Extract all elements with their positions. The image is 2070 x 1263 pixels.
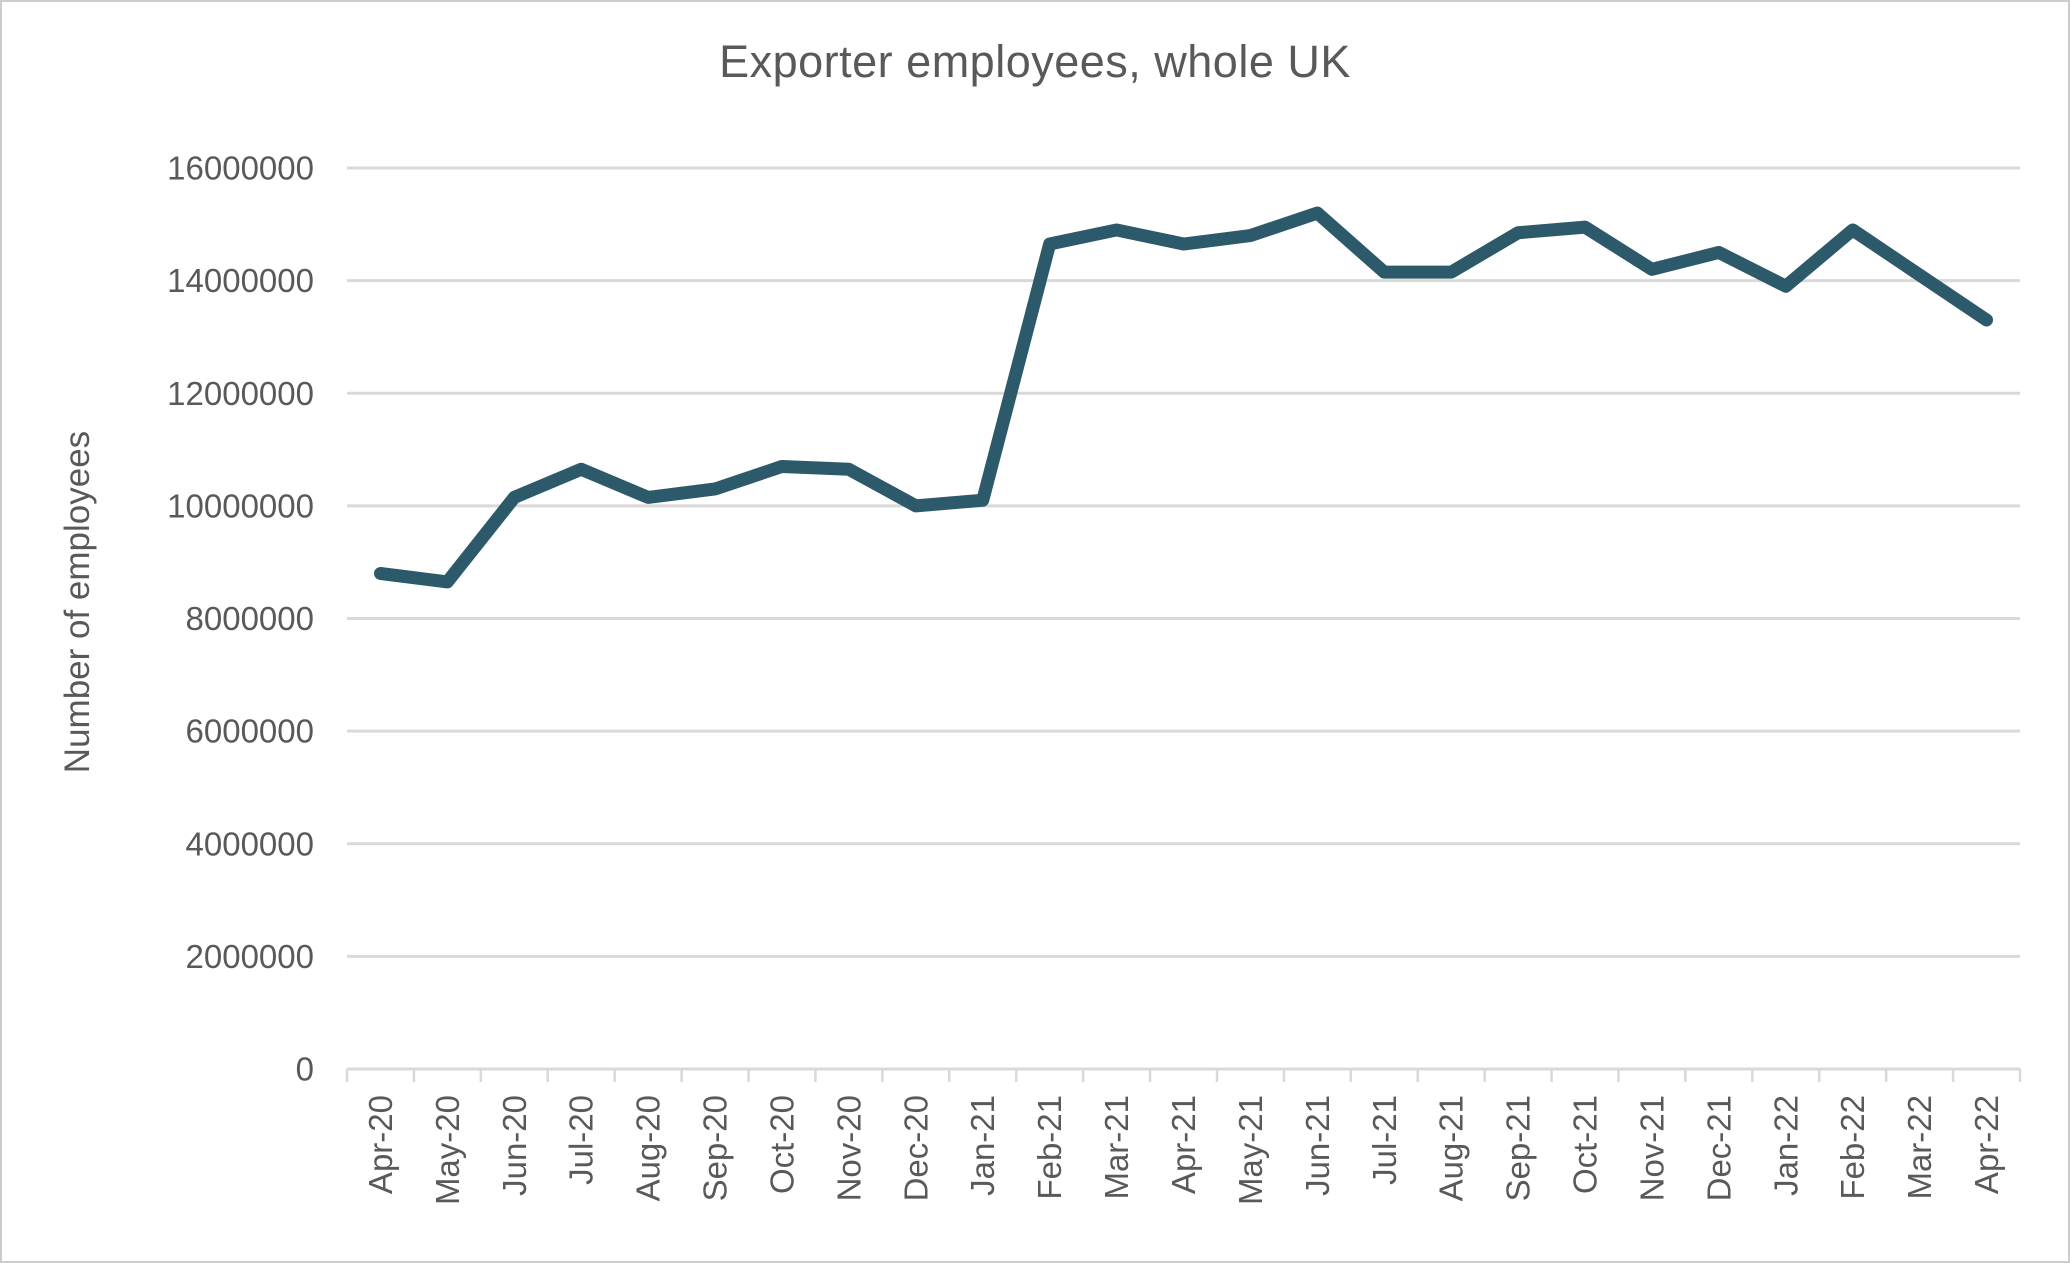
x-tick-label: Nov-21 [1633, 1095, 1670, 1201]
x-tick-label: Jul-21 [1366, 1095, 1403, 1185]
x-tick-label: Oct-21 [1567, 1095, 1604, 1194]
x-tick-label: Jun-20 [496, 1095, 533, 1196]
y-tick-label: 16000000 [167, 150, 314, 187]
x-tick-label: Dec-20 [897, 1095, 934, 1201]
x-tick-label: Feb-22 [1834, 1095, 1871, 1200]
x-tick-label: May-21 [1232, 1095, 1269, 1205]
x-tick-label: May-20 [429, 1095, 466, 1205]
x-tick-label: Mar-21 [1098, 1095, 1135, 1200]
x-tick-label: Jan-22 [1767, 1095, 1804, 1196]
x-tick-label: Apr-20 [362, 1095, 399, 1194]
x-tick-label: Mar-22 [1901, 1095, 1938, 1200]
y-tick-label: 2000000 [186, 938, 314, 975]
x-tick-label: Apr-21 [1165, 1095, 1202, 1194]
x-tick-label: Apr-22 [1968, 1095, 2005, 1194]
y-tick-label: 10000000 [167, 487, 314, 524]
x-tick-label: Feb-21 [1031, 1095, 1068, 1200]
data-line-exporter-employees [373, 206, 1994, 589]
chart-title: Exporter employees, whole UK [719, 36, 1351, 87]
x-tick-label: Jan-21 [964, 1095, 1001, 1196]
y-tick-label: 4000000 [186, 825, 314, 862]
x-tick-label: Aug-21 [1433, 1095, 1470, 1201]
x-tick-label: Jul-20 [563, 1095, 600, 1185]
y-tick-label: 6000000 [186, 713, 314, 750]
x-tick-label: Dec-21 [1700, 1095, 1737, 1201]
x-tick-label: Nov-20 [830, 1095, 867, 1201]
y-tick-label: 12000000 [167, 375, 314, 412]
x-tick-label: Sep-21 [1500, 1095, 1537, 1201]
x-tick-label: Aug-20 [630, 1095, 667, 1201]
y-tick-label: 8000000 [186, 600, 314, 637]
y-tick-label: 14000000 [167, 262, 314, 299]
y-tick-label: 0 [296, 1051, 314, 1088]
x-tick-label: Jun-21 [1299, 1095, 1336, 1196]
x-tick-label: Oct-20 [763, 1095, 800, 1194]
x-tick-label: Sep-20 [697, 1095, 734, 1201]
